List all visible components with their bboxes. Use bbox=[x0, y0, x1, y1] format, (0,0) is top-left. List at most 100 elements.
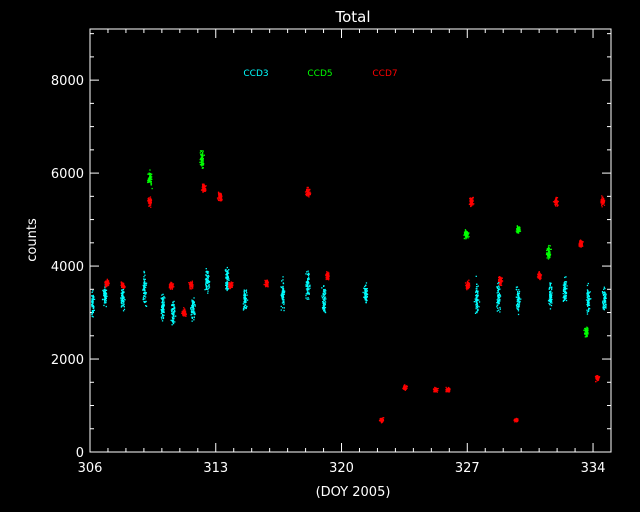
data-point bbox=[227, 281, 229, 284]
data-point bbox=[200, 150, 202, 153]
data-point bbox=[447, 391, 449, 393]
data-point bbox=[548, 248, 550, 250]
data-point bbox=[199, 152, 201, 154]
data-point bbox=[324, 311, 326, 313]
data-point bbox=[465, 237, 467, 239]
data-point bbox=[604, 287, 606, 290]
data-point bbox=[363, 296, 365, 298]
data-point bbox=[191, 306, 193, 309]
data-point bbox=[307, 188, 309, 190]
data-point bbox=[501, 277, 503, 279]
data-point bbox=[547, 252, 549, 254]
data-point bbox=[547, 256, 549, 258]
data-point bbox=[305, 193, 308, 195]
data-point bbox=[305, 294, 307, 297]
data-point bbox=[220, 198, 222, 200]
data-point bbox=[193, 308, 195, 310]
data-point bbox=[380, 421, 382, 423]
data-point bbox=[497, 301, 499, 304]
data-point bbox=[144, 294, 146, 296]
data-point bbox=[468, 284, 470, 286]
data-point bbox=[589, 308, 591, 310]
data-point bbox=[603, 304, 606, 307]
data-point bbox=[323, 299, 325, 301]
data-point bbox=[476, 290, 478, 292]
x-tick-label: 327 bbox=[455, 461, 480, 476]
data-point bbox=[322, 292, 324, 295]
data-point bbox=[170, 284, 172, 286]
data-point bbox=[282, 289, 284, 292]
data-point bbox=[162, 298, 164, 300]
data-point bbox=[588, 303, 590, 305]
data-point bbox=[546, 253, 548, 255]
data-point bbox=[105, 292, 107, 294]
data-point bbox=[475, 275, 477, 277]
data-point bbox=[191, 320, 193, 322]
data-point bbox=[150, 199, 153, 201]
data-point bbox=[205, 274, 207, 276]
data-point bbox=[325, 273, 327, 275]
data-point bbox=[517, 295, 520, 297]
data-point bbox=[563, 289, 565, 291]
data-point bbox=[200, 164, 202, 166]
data-point bbox=[581, 245, 584, 247]
data-point bbox=[564, 296, 566, 298]
data-point bbox=[218, 192, 220, 194]
data-point bbox=[150, 177, 152, 179]
data-point bbox=[547, 255, 550, 257]
data-point bbox=[121, 300, 124, 303]
data-point bbox=[122, 289, 125, 291]
data-point bbox=[602, 305, 604, 307]
data-point bbox=[171, 304, 173, 307]
data-point bbox=[549, 245, 551, 247]
y-tick-label: 0 bbox=[76, 446, 84, 461]
data-point bbox=[602, 294, 605, 297]
data-point bbox=[448, 387, 451, 390]
data-point bbox=[220, 200, 222, 202]
data-point bbox=[381, 421, 383, 423]
data-point bbox=[226, 278, 229, 281]
data-point bbox=[587, 301, 590, 304]
data-point bbox=[321, 307, 324, 309]
data-point bbox=[91, 311, 93, 313]
data-point bbox=[143, 284, 145, 286]
data-point bbox=[105, 285, 107, 287]
data-point bbox=[226, 274, 228, 276]
data-point bbox=[365, 284, 367, 287]
data-point bbox=[208, 287, 210, 289]
data-point bbox=[191, 311, 193, 314]
data-point bbox=[281, 297, 283, 300]
data-point bbox=[323, 297, 325, 299]
data-point bbox=[517, 308, 520, 310]
data-point bbox=[172, 322, 175, 325]
data-point bbox=[581, 244, 583, 246]
data-point bbox=[475, 297, 477, 299]
data-point bbox=[149, 198, 151, 200]
data-point bbox=[143, 271, 146, 274]
data-point bbox=[307, 270, 309, 272]
data-point bbox=[324, 298, 326, 300]
data-point bbox=[497, 287, 499, 289]
data-point bbox=[266, 284, 269, 286]
data-point bbox=[499, 311, 501, 313]
data-point bbox=[191, 280, 193, 282]
data-point bbox=[586, 302, 589, 304]
data-point bbox=[148, 178, 150, 180]
data-point bbox=[202, 163, 204, 165]
data-point bbox=[306, 291, 309, 294]
data-point bbox=[447, 388, 449, 390]
data-point bbox=[406, 387, 408, 389]
data-point bbox=[163, 311, 165, 313]
data-point bbox=[556, 205, 559, 207]
data-point bbox=[230, 286, 232, 288]
data-point bbox=[468, 286, 470, 289]
data-point bbox=[161, 298, 163, 300]
data-point bbox=[550, 297, 552, 299]
data-point bbox=[433, 391, 435, 393]
data-point bbox=[105, 282, 107, 284]
data-point bbox=[205, 282, 207, 284]
data-point bbox=[381, 419, 383, 421]
data-point bbox=[326, 277, 328, 279]
data-point bbox=[579, 245, 581, 248]
data-point bbox=[206, 280, 208, 282]
